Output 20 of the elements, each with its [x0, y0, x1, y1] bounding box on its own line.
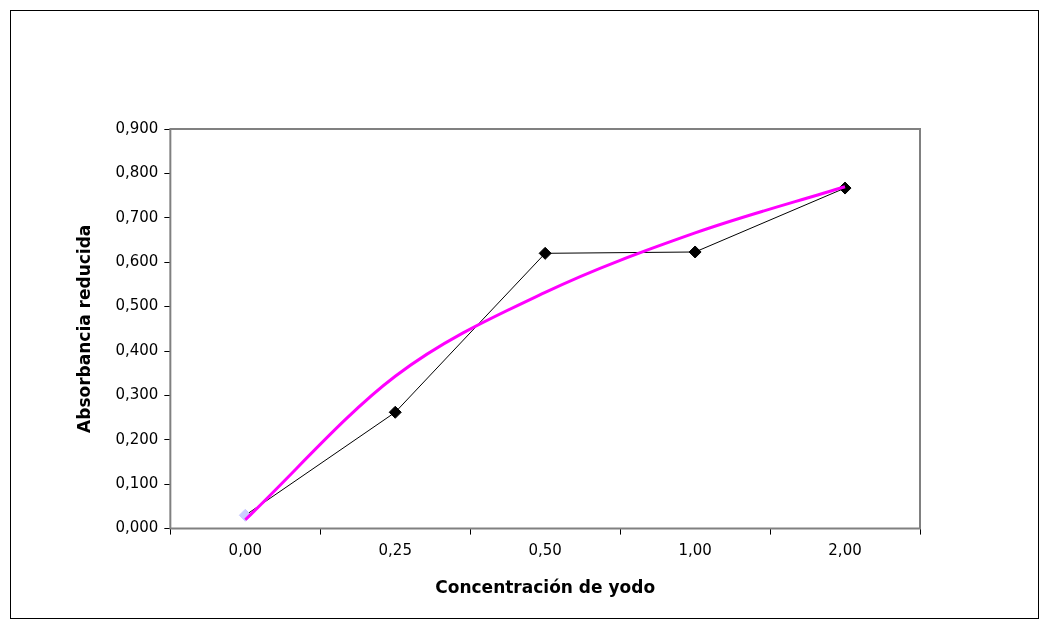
x-tick-label: 0,50: [528, 541, 562, 560]
x-axis-title: Concentración de yodo: [435, 577, 656, 598]
y-tick-label: 0,900: [115, 118, 159, 137]
x-tick-label: 0,25: [378, 541, 412, 560]
y-tick-label: 0,100: [115, 474, 159, 493]
point: [388, 405, 402, 419]
y-tick-label: 0,400: [115, 340, 159, 359]
y-tick-label: 0,000: [115, 518, 159, 537]
x-tick-label: 0,00: [228, 541, 263, 560]
y-tick-label: 0,500: [115, 296, 159, 315]
y-tick-label: 0,300: [115, 385, 159, 404]
x-tick-label: 2,00: [828, 541, 862, 560]
y-axis-title: Absorbancia reducida: [73, 224, 94, 433]
point: [688, 245, 702, 259]
y-tick-label: 0,800: [115, 163, 159, 182]
y-tick-label: 0,600: [115, 252, 159, 271]
x-tick-label: 1,00: [678, 541, 712, 560]
y-tick-label: 0,700: [115, 207, 159, 226]
point: [538, 246, 552, 260]
y-tick-label: 0,200: [115, 429, 159, 448]
